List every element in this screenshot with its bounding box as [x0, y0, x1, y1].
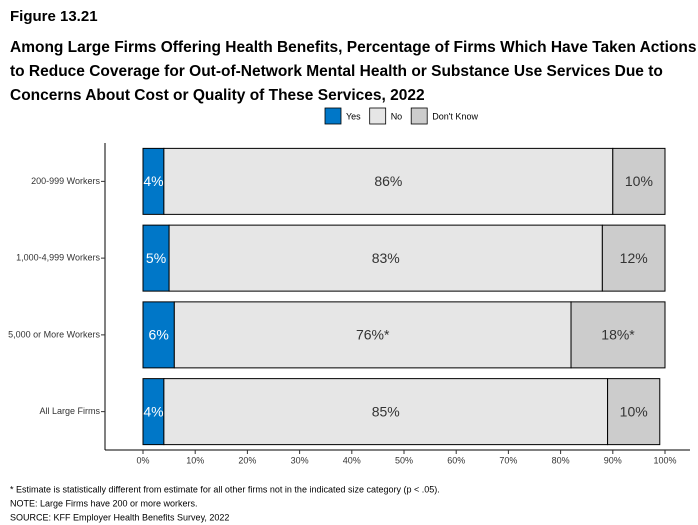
- x-tick-label: 40%: [343, 455, 361, 465]
- data-label: 4%: [143, 403, 163, 419]
- data-label: 10%: [620, 403, 648, 419]
- bar-segment: [612, 147, 666, 215]
- x-tick-label: 0%: [136, 455, 149, 465]
- data-label: 76%*: [356, 327, 390, 343]
- data-label: 10%: [625, 173, 653, 189]
- legend-label: Don't Know: [432, 111, 478, 121]
- data-label: 83%: [372, 250, 400, 266]
- x-tick-label: 30%: [291, 455, 309, 465]
- legend-label: No: [391, 111, 403, 121]
- x-tick-label: 70%: [499, 455, 517, 465]
- data-label: 4%: [143, 173, 163, 189]
- bar-segment: [142, 301, 175, 369]
- y-tick-label: All Large Firms: [39, 406, 100, 416]
- data-label: 18%*: [601, 327, 635, 343]
- y-tick-label: 200-999 Workers: [31, 176, 100, 186]
- bar-segment: [163, 147, 614, 215]
- footnote: SOURCE: KFF Employer Health Benefits Sur…: [10, 512, 229, 522]
- x-tick-label: 80%: [552, 455, 570, 465]
- chart-title: Concerns About Cost or Quality of These …: [10, 87, 425, 104]
- x-tick-label: 60%: [447, 455, 465, 465]
- bar-segment: [570, 301, 666, 369]
- bar-segment: [168, 224, 603, 292]
- bar-segment: [163, 378, 609, 446]
- bar-segment: [607, 378, 661, 446]
- data-label: 85%: [372, 403, 400, 419]
- x-tick-label: 90%: [604, 455, 622, 465]
- figure-label: Figure 13.21: [10, 8, 98, 25]
- data-label: 86%: [374, 173, 402, 189]
- legend-label: Yes: [346, 111, 361, 121]
- legend-swatch: [369, 107, 387, 125]
- x-tick-label: 100%: [653, 455, 676, 465]
- chart-title: to Reduce Coverage for Out-of-Network Me…: [10, 63, 663, 80]
- bar-segment: [173, 301, 572, 369]
- footnote: * Estimate is statistically different fr…: [10, 484, 440, 494]
- y-tick-label: 5,000 or More Workers: [8, 329, 100, 339]
- data-label: 12%: [620, 250, 648, 266]
- footnote: NOTE: Large Firms have 200 or more worke…: [10, 498, 198, 508]
- y-tick-label: 1,000-4,999 Workers: [16, 253, 100, 263]
- x-tick-label: 50%: [395, 455, 413, 465]
- legend-swatch: [410, 107, 428, 125]
- data-label: 5%: [146, 250, 166, 266]
- bar-segment: [601, 224, 666, 292]
- x-tick-label: 10%: [186, 455, 204, 465]
- x-tick-label: 20%: [238, 455, 256, 465]
- chart-title: Among Large Firms Offering Health Benefi…: [10, 39, 696, 56]
- data-label: 6%: [149, 327, 169, 343]
- legend-swatch: [324, 107, 342, 125]
